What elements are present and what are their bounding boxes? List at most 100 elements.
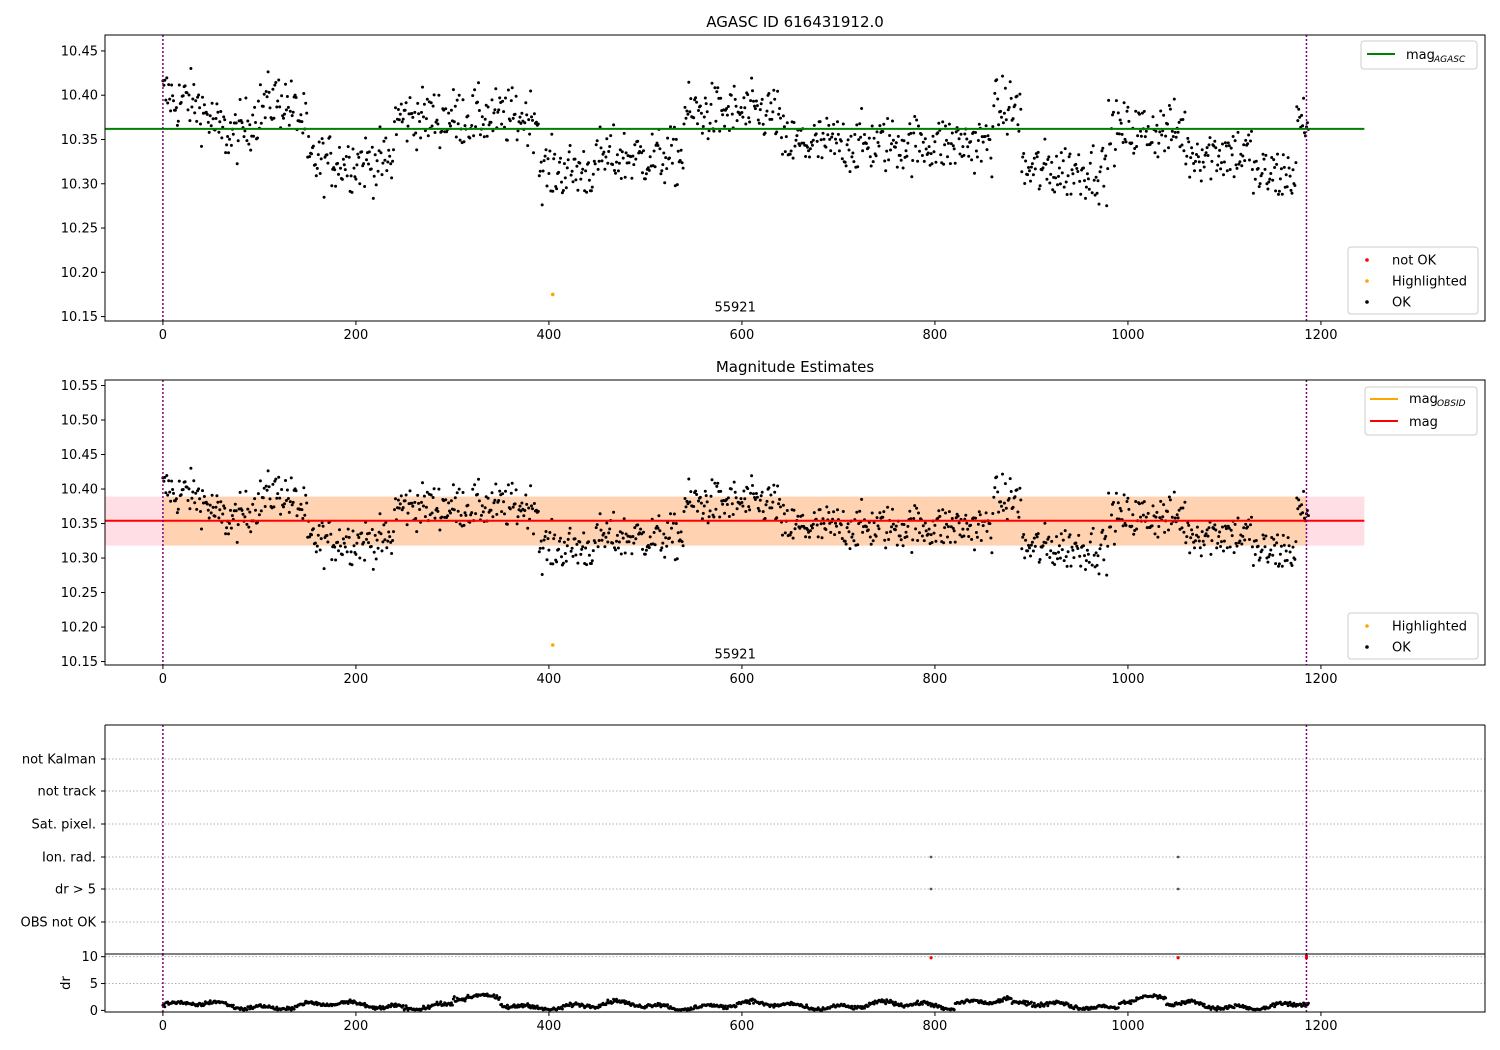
data-point [391,159,395,163]
data-point [822,521,826,525]
data-point [1127,507,1131,511]
data-point [689,97,693,101]
data-point [188,119,192,123]
data-point [264,484,268,488]
data-point [420,500,423,504]
data-point [1188,175,1192,179]
data-point [208,999,212,1003]
data-point [1181,118,1185,121]
data-point [1013,495,1017,499]
data-point [236,523,240,527]
data-point [466,114,470,118]
data-point [1078,554,1082,558]
data-point [518,504,522,508]
data-point [1223,524,1227,528]
data-point [1056,557,1059,561]
data-point [611,541,615,545]
data-point [592,159,596,163]
data-point [763,517,767,520]
data-point [344,535,348,539]
data-point [1272,158,1276,162]
data-point [905,535,909,539]
data-point [400,120,404,124]
data-point [1190,146,1194,150]
data-point [1270,156,1274,159]
data-point [631,154,635,158]
data-point [1194,539,1197,543]
data-point [1184,162,1188,166]
data-point [808,147,812,151]
data-point [532,151,535,155]
data-point [891,522,895,526]
data-point [194,99,198,103]
data-point [1223,141,1227,145]
data-point [575,542,579,546]
data-point [666,1003,670,1007]
data-point [804,155,808,158]
data-point [328,135,332,139]
data-point [1202,1002,1206,1006]
data-point [624,151,628,155]
data-point [1130,524,1134,528]
data-point [979,539,983,542]
data-point [502,500,506,504]
data-point [965,137,969,141]
data-point [301,517,305,520]
data-point [783,531,787,535]
data-point [699,501,703,505]
data-point [1267,555,1271,559]
data-point [1155,510,1159,514]
data-point [702,115,706,119]
data-point [815,139,819,143]
data-point [1038,558,1042,561]
data-point [1017,129,1021,133]
data-point [857,138,861,142]
data-point [1027,543,1030,547]
data-point [1124,140,1128,144]
data-point [187,487,191,491]
data-point [1154,129,1158,133]
data-point [866,528,870,532]
data-point [901,166,905,170]
data-point [317,524,321,527]
data-point [451,483,455,487]
data-point [578,540,582,544]
data-point [1200,148,1204,152]
data-point [373,533,377,537]
data-point [527,506,531,510]
flag-label: Ion. rad. [42,851,96,866]
data-point [729,93,733,97]
data-point [936,516,940,520]
data-point [1107,98,1111,102]
data-point [193,111,197,115]
data-point [747,505,751,509]
data-point [1036,150,1040,154]
data-point [1006,108,1010,112]
data-point [234,509,238,513]
data-point [776,484,780,488]
data-point [1188,551,1192,555]
data-point [836,508,839,512]
data-point [1143,135,1147,139]
panel-2: 0 200 400 600 800 1000 120010.1510.2010.2510.3… [61,358,1486,687]
data-point [1139,134,1143,138]
data-point [1023,182,1027,185]
data-point [1232,1006,1236,1010]
data-point [1121,141,1125,144]
dr-points [161,992,1310,1012]
data-point [412,133,416,137]
data-point [701,125,705,128]
data-point [600,538,604,542]
y-tick-label: 10.15 [61,310,98,325]
data-point [388,154,392,158]
data-point [926,532,930,536]
data-point [343,168,347,172]
data-point [754,492,758,495]
data-point [754,99,758,103]
data-point [644,548,648,552]
data-point [205,112,209,116]
data-point [274,81,278,84]
data-point [462,140,466,144]
data-point [621,156,625,160]
